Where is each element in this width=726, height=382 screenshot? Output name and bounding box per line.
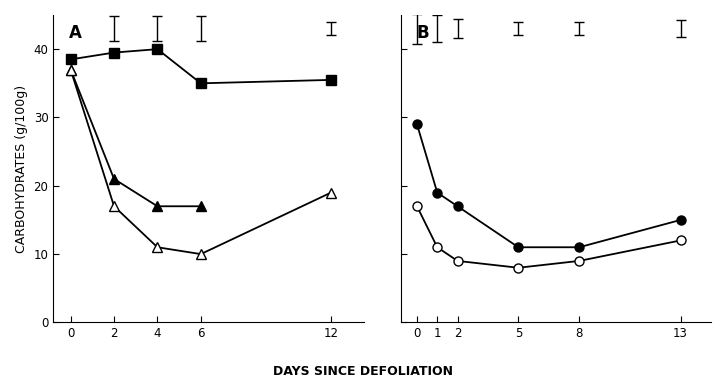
Text: A: A xyxy=(69,24,82,42)
Text: B: B xyxy=(416,24,429,42)
Text: DAYS SINCE DEFOLIATION: DAYS SINCE DEFOLIATION xyxy=(273,365,453,378)
Y-axis label: CARBOHYDRATES (g/100g): CARBOHYDRATES (g/100g) xyxy=(15,85,28,253)
